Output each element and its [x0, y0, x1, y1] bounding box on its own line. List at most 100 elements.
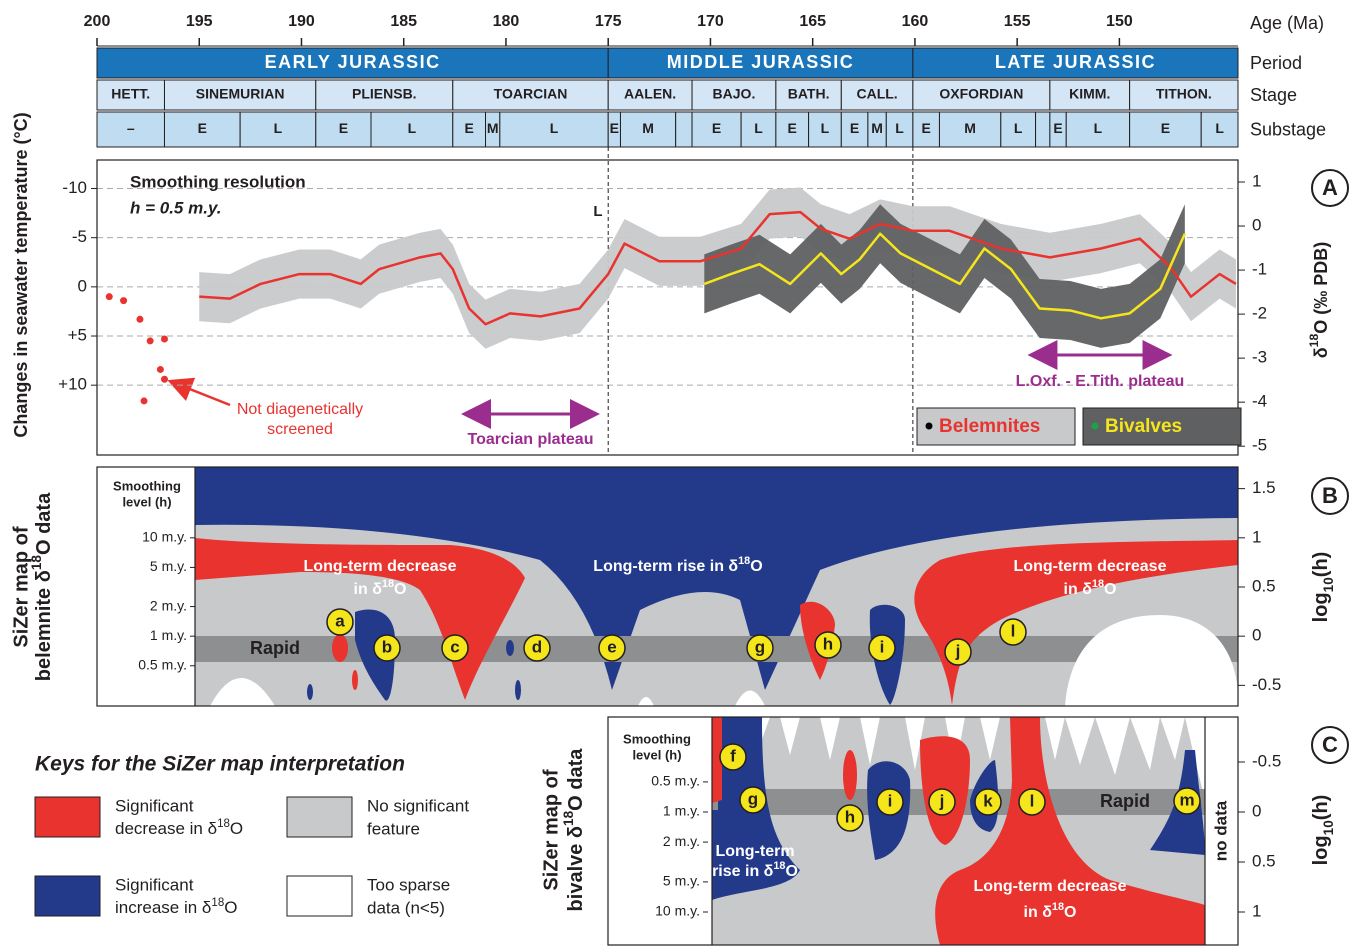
text-part: 18: [738, 555, 750, 567]
legend-dot: [1091, 422, 1099, 430]
timescale-cell: [1049, 79, 1131, 111]
smoothing-title: level (h): [632, 747, 681, 762]
text-part: 18: [1092, 578, 1104, 590]
timescale-label: BAJO.: [713, 86, 756, 102]
feature-badge: [441, 634, 469, 662]
smoothing-title: Smoothing: [113, 478, 181, 493]
text-part: O: [224, 898, 237, 917]
panel-frames: [96, 159, 1239, 946]
panel-letter: A: [1322, 175, 1338, 200]
panel-letter: C: [1322, 732, 1338, 757]
feature-letter: e: [607, 637, 616, 656]
y-axis-label: belemnite δ18O data: [29, 492, 55, 681]
text-part: δ: [1311, 347, 1331, 358]
feature-badge: [739, 786, 767, 814]
y-axis-label: SiZer map of: [540, 769, 562, 890]
timescale-cell: [675, 111, 693, 148]
feature-letter: a: [335, 611, 345, 630]
timescale-label: SINEMURIAN: [196, 86, 285, 102]
timescale-cell: [912, 79, 1051, 111]
feature-letter: j: [955, 641, 961, 660]
timescale-cell: [1129, 79, 1239, 111]
text-part: 18: [382, 578, 394, 590]
text-part: 18: [211, 897, 224, 909]
text-part: in δ: [1064, 581, 1093, 598]
region-label: in δ18O: [354, 578, 407, 598]
annotation: Not diagenetically: [237, 401, 363, 418]
annotation: L: [593, 203, 602, 220]
text-part: O: [394, 581, 406, 598]
y-right-label: log10(h): [1310, 552, 1336, 623]
text-part: O: [1104, 581, 1116, 598]
key-label: increase in δ18O: [115, 897, 237, 917]
annotation: screened: [267, 421, 333, 438]
x-tick-label: 185: [390, 13, 417, 30]
timescale-label: L: [821, 120, 830, 136]
rapid-label: Rapid: [250, 638, 300, 658]
timescale-cell: [96, 79, 165, 111]
unscreened-point: [160, 375, 168, 383]
keys-title: Keys for the SiZer map interpretation: [35, 753, 405, 776]
y2-tick-label: -5: [1252, 436, 1267, 455]
smoothing-label: 10 m.y.: [655, 903, 700, 919]
text-part: rise in δ: [712, 863, 774, 880]
x-tick-label: 200: [84, 13, 111, 30]
timescale-cell: [1200, 111, 1239, 148]
timescale-label: BATH.: [788, 86, 830, 102]
timescale-cell: [1035, 111, 1051, 148]
timescale-label: L: [408, 120, 417, 136]
smoothing-label: 1 m.y.: [150, 627, 187, 643]
timescale-label: E: [464, 120, 473, 136]
text-part: in δ: [1024, 904, 1053, 921]
feature-badge: [876, 788, 904, 816]
feature-letter: k: [983, 791, 993, 810]
timescale-label: AALEN.: [624, 86, 676, 102]
y-tick-label: -5: [72, 227, 87, 246]
feature-badge: [974, 788, 1002, 816]
text-part: O: [1064, 904, 1076, 921]
y-tick-label: -0.5: [1252, 675, 1281, 694]
plateau-label: L.Oxf. - E.Tith. plateau: [1016, 373, 1185, 390]
feature-badge: [814, 631, 842, 659]
timescale-cell: [315, 79, 454, 111]
feature-letter: g: [748, 789, 758, 808]
feature-letter: l: [1030, 791, 1035, 810]
feature-badge: [1173, 787, 1201, 815]
feature-badge: [373, 634, 401, 662]
legend-label: Bivalves: [1105, 416, 1182, 437]
y-tick-label: 0.5: [1252, 851, 1276, 870]
plateau-label: Toarcian plateau: [468, 431, 594, 448]
timescale-label: L: [1014, 120, 1023, 136]
feature-letter: c: [450, 637, 459, 656]
key-label: data (n<5): [367, 898, 445, 917]
unscreened-point: [146, 337, 154, 345]
text-part: (h): [1310, 795, 1332, 821]
y-tick-label: 0: [1252, 801, 1261, 820]
feature-letter: i: [888, 791, 893, 810]
key-label: feature: [367, 819, 420, 838]
smoothing-title: Smoothing: [623, 731, 691, 746]
timescale-cell: [452, 79, 609, 111]
feature-letter: g: [755, 637, 765, 656]
y-right-label: log10(h): [1310, 795, 1336, 866]
feature-badge: [719, 743, 747, 771]
text-part: 10: [1321, 820, 1336, 835]
timescale-label: OXFORDIAN: [939, 86, 1023, 102]
text-part: log: [1310, 835, 1332, 865]
text-part: increase in δ: [115, 898, 211, 917]
text-part: 18: [29, 555, 44, 571]
y-axis-label: Changes in seawater temperature (°C): [11, 112, 31, 437]
text-part: Long-term rise in δ: [593, 558, 738, 575]
y-tick-label: 1.5: [1252, 478, 1276, 497]
feature-badge: [928, 788, 956, 816]
y2-tick-label: 1: [1252, 171, 1261, 190]
feature-badge: [523, 634, 551, 662]
timescale-label: M: [487, 120, 499, 136]
text-part: bivalve δ: [565, 826, 587, 912]
region-label: rise in δ18O: [712, 860, 798, 880]
legend-label: Belemnites: [939, 416, 1040, 437]
timescale-label: LATE JURASSIC: [995, 52, 1156, 72]
y-axis-label: bivalve δ18O data: [561, 748, 587, 912]
y-tick-label: 1: [1252, 527, 1261, 546]
